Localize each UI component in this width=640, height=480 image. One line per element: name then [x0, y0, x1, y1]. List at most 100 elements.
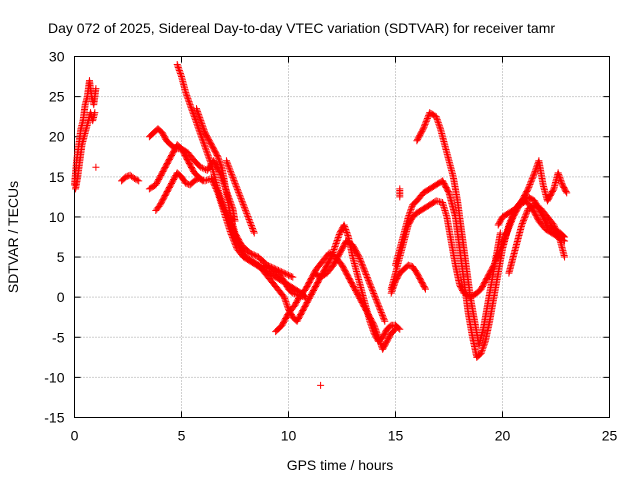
data-point [557, 178, 565, 186]
data-point [287, 272, 295, 280]
data-point [528, 175, 536, 183]
data-point [198, 176, 206, 184]
series-s9 [192, 105, 297, 281]
data-point [239, 200, 247, 208]
data-point [372, 326, 380, 334]
data-point [199, 124, 207, 132]
data-point [188, 107, 196, 115]
data-point [275, 266, 283, 274]
data-point [529, 173, 537, 181]
data-point [335, 232, 343, 240]
series-s18 [396, 185, 404, 201]
data-point [370, 321, 378, 329]
data-point [356, 255, 364, 263]
data-point [356, 256, 364, 264]
data-point [226, 167, 234, 175]
data-point [374, 301, 382, 309]
data-point [252, 252, 260, 260]
data-point [374, 300, 382, 308]
data-point [173, 61, 181, 69]
data-point [198, 164, 206, 172]
data-point [341, 224, 349, 232]
data-point [290, 290, 298, 298]
data-point [240, 202, 248, 210]
x-tick-label: 20 [495, 428, 511, 444]
data-point [216, 193, 224, 201]
data-point [191, 116, 199, 124]
data-point [195, 174, 203, 182]
data-point [521, 212, 529, 220]
data-point [248, 223, 256, 231]
data-point [379, 313, 387, 321]
data-point [363, 273, 371, 281]
data-point [381, 317, 389, 325]
data-point [250, 229, 258, 237]
data-point [122, 173, 130, 181]
data-point [199, 137, 207, 145]
data-point [193, 106, 201, 114]
data-point [521, 214, 529, 222]
data-point [334, 234, 342, 242]
data-point [194, 123, 202, 131]
data-point [192, 105, 200, 113]
data-point [245, 215, 253, 223]
data-point [194, 109, 202, 117]
data-point [202, 144, 210, 152]
data-point [197, 132, 205, 140]
data-point [519, 218, 527, 226]
data-point [236, 193, 244, 201]
y-axis-label: SDTVAR / TECUs [5, 181, 21, 293]
series-s20 [494, 157, 571, 229]
data-point [373, 297, 381, 305]
data-point [341, 222, 349, 230]
y-tick-label: 10 [49, 209, 65, 225]
data-point [508, 214, 516, 222]
data-point [263, 261, 271, 269]
data-point [281, 296, 289, 304]
data-point [421, 120, 429, 128]
y-tick-label: 0 [57, 289, 65, 305]
data-point [405, 211, 413, 219]
data-point [202, 146, 210, 154]
data-point [232, 182, 240, 190]
data-point [283, 301, 291, 309]
data-point [552, 225, 560, 233]
data-point [207, 159, 215, 167]
data-point [247, 220, 255, 228]
data-point [561, 253, 569, 261]
data-point [423, 114, 431, 122]
data-point [215, 157, 223, 165]
series-s13 [317, 381, 325, 389]
data-point [559, 232, 567, 240]
data-point [527, 178, 535, 186]
data-point [478, 348, 486, 356]
data-point [201, 177, 209, 185]
data-point [283, 302, 291, 310]
data-point [524, 185, 532, 193]
data-point [190, 113, 198, 121]
data-point [217, 162, 225, 170]
data-point [374, 333, 382, 341]
data-point [196, 115, 204, 123]
data-point [556, 173, 564, 181]
data-point [174, 62, 182, 70]
data-point [375, 336, 383, 344]
data-point [367, 284, 375, 292]
plot-frame [74, 56, 610, 418]
series-s6 [145, 141, 207, 193]
data-point [216, 159, 224, 167]
data-point [174, 64, 182, 72]
data-point [420, 123, 428, 131]
data-point [203, 147, 211, 155]
data-point [235, 190, 243, 198]
data-point [224, 160, 232, 168]
data-point [362, 271, 370, 279]
data-point [317, 381, 325, 389]
data-point [218, 163, 226, 171]
data-point [198, 120, 206, 128]
data-point [333, 237, 341, 245]
data-point [344, 231, 352, 239]
data-point [377, 307, 385, 315]
data-point [368, 285, 376, 293]
data-point [373, 329, 381, 337]
